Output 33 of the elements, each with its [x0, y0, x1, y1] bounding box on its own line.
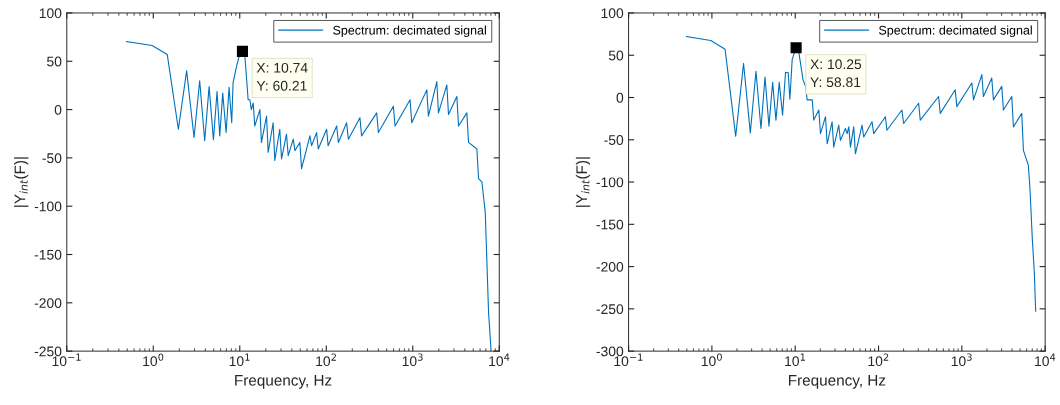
y-tick-label: -200: [34, 298, 62, 308]
legend-label: Spectrum: decimated signal: [879, 25, 1032, 38]
x-tick-label: 10$^{2}$: [316, 353, 336, 367]
y-tick-label: 50: [47, 56, 62, 67]
y-tick-label: 100: [601, 8, 624, 19]
y-tick-label: -250: [596, 304, 624, 315]
annotation: X: 10.74 Y: 60.21: [256, 62, 308, 91]
legend-label: Spectrum: decimated signal: [333, 25, 486, 38]
y-tick-label: 100: [39, 8, 62, 19]
x-axis-title: Frequency, Hz: [789, 375, 886, 389]
y-tick-label: -150: [34, 249, 62, 260]
x-tick-label: 10$^{4}$: [489, 353, 510, 367]
x-tick-label: 10$^{1}$: [785, 353, 805, 367]
y-axis-title: |Y$_{int}$(F)|: [14, 157, 29, 207]
x-tick-label: 10$^{4}$: [1035, 353, 1056, 367]
y-tick-label: -50: [604, 135, 624, 145]
y-tick-label: -150: [596, 219, 624, 230]
y-tick-label: -50: [42, 153, 62, 164]
x-tick-label: 10$^{3}$: [402, 353, 423, 367]
y-tick-label: -100: [596, 177, 624, 188]
y-tick-label: 0: [54, 104, 62, 115]
y-tick-label: -100: [34, 201, 62, 212]
y-tick-label: 50: [608, 50, 624, 61]
y-tick-label: 0: [616, 92, 624, 103]
x-tick-label: 10$^{0}$: [143, 353, 164, 367]
x-tick-label: 10$^{0}$: [701, 353, 722, 367]
y-axis-title: |Y$_{int}$(F)|: [575, 157, 591, 207]
x-axis-title: Frequency, Hz: [235, 375, 332, 389]
y-tick-label: -200: [596, 261, 624, 272]
x-tick-label: 10$^{3}$: [951, 353, 972, 367]
x-tick-label: 10$^{1}$: [229, 353, 250, 367]
x-tick-label: 10$^{2}$: [868, 353, 889, 367]
annotation: X: 10.25 Y: 58.81: [810, 59, 862, 88]
